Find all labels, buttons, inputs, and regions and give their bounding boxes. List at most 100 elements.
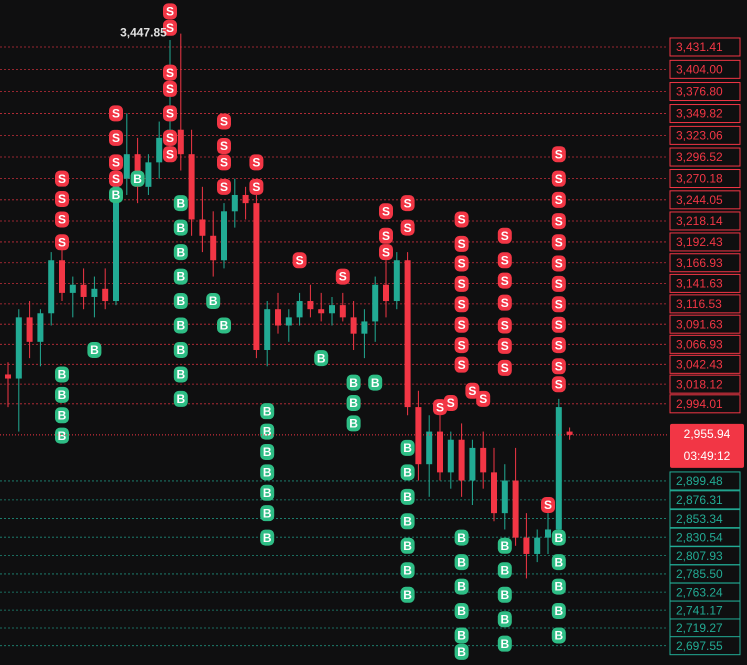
- candle-body: [383, 284, 389, 302]
- signal-marker: [249, 154, 264, 171]
- signal-label: S: [479, 392, 487, 406]
- candle-body: [145, 162, 152, 187]
- signal-label: B: [403, 563, 412, 577]
- signal-marker: [55, 191, 69, 208]
- signal-label: B: [554, 555, 563, 569]
- signal-marker: [260, 529, 275, 546]
- candle-body: [253, 203, 260, 350]
- candle-body: [372, 284, 379, 322]
- signal-marker: [314, 350, 329, 367]
- candle-body: [80, 284, 87, 297]
- signal-marker: [454, 554, 469, 571]
- signal-label: S: [220, 180, 228, 194]
- candle-body: [221, 211, 227, 261]
- candle-body: [555, 407, 562, 530]
- signal-marker: [346, 395, 361, 412]
- level-label: 3,116.53: [676, 297, 722, 311]
- signals: SSSSSSSSSSSSSSSSSSSSSSSSSSSSSSSSSSSSSSSS…: [55, 3, 566, 660]
- signal-marker: [400, 562, 415, 579]
- signal-marker: [551, 529, 566, 546]
- level-label: 3,404.00: [676, 63, 723, 77]
- signal-label: B: [112, 188, 121, 202]
- signal-marker: [163, 3, 177, 20]
- level-label: 2,763.24: [676, 585, 723, 599]
- level-label: 3,431.41: [676, 40, 723, 54]
- signal-marker: [130, 170, 145, 187]
- signal-label: B: [457, 645, 466, 659]
- signal-marker: [173, 195, 188, 212]
- candle-body: [501, 480, 508, 514]
- signal-marker: [497, 252, 512, 269]
- signal-label: B: [176, 343, 185, 357]
- level-label-box: [669, 59, 741, 79]
- signal-marker: [368, 374, 383, 391]
- signal-label: B: [349, 396, 358, 410]
- level-label: 3,042.43: [676, 357, 723, 371]
- signal-marker: [249, 178, 264, 195]
- candle-body: [123, 154, 130, 179]
- signal-label: S: [112, 131, 120, 145]
- level-label-box: [669, 509, 741, 529]
- max-price-label: 3,447.85: [120, 26, 167, 40]
- signal-marker: [454, 255, 469, 272]
- signal-marker: [400, 537, 415, 554]
- signal-marker: [163, 146, 177, 163]
- candle-body: [318, 309, 325, 314]
- signal-label: B: [176, 196, 185, 210]
- signal-marker: [217, 154, 231, 171]
- signal-label: B: [176, 221, 185, 235]
- signal-marker: [551, 146, 566, 163]
- candle-body: [210, 235, 217, 261]
- signal-label: S: [555, 297, 563, 311]
- signal-label: S: [112, 156, 120, 170]
- signal-label: S: [458, 318, 466, 332]
- signal-label: S: [58, 192, 66, 206]
- level-label: 2,741.17: [676, 603, 723, 617]
- signal-marker: [541, 496, 555, 513]
- signal-marker: [454, 627, 469, 644]
- signal-marker: [443, 395, 458, 412]
- signal-marker: [346, 415, 361, 432]
- signal-label: S: [58, 235, 66, 249]
- signal-label: S: [220, 156, 228, 170]
- signal-label: B: [554, 580, 563, 594]
- signal-marker: [109, 105, 123, 122]
- signal-marker: [497, 337, 512, 354]
- candle-body: [242, 194, 249, 204]
- signal-label: B: [403, 588, 412, 602]
- signal-marker: [400, 513, 415, 530]
- signal-marker: [206, 293, 221, 310]
- signal-label: S: [166, 5, 174, 19]
- signal-marker: [260, 423, 275, 440]
- signal-marker: [217, 317, 231, 334]
- signal-marker: [454, 316, 469, 333]
- level-label: 3,296.52: [676, 150, 723, 164]
- signal-label: B: [403, 539, 412, 553]
- candle-body: [296, 301, 303, 318]
- signal-marker: [454, 578, 469, 595]
- level-label: 2,876.31: [676, 493, 723, 507]
- signal-label: S: [220, 115, 228, 129]
- signal-marker: [163, 105, 177, 122]
- signal-label: S: [458, 358, 466, 372]
- level-label-box: [669, 253, 741, 273]
- candle-body: [134, 154, 141, 187]
- signal-marker: [454, 643, 469, 660]
- signal-label: S: [252, 180, 260, 194]
- signal-marker: [497, 537, 512, 554]
- signal-marker: [497, 635, 512, 652]
- candle-body: [393, 260, 400, 302]
- signal-label: S: [166, 131, 174, 145]
- signal-marker: [551, 275, 566, 292]
- signal-marker: [173, 341, 188, 358]
- level-label-box: [669, 636, 741, 656]
- signal-marker: [497, 227, 512, 244]
- signal-marker: [497, 586, 512, 603]
- signal-label: B: [263, 486, 272, 500]
- signal-label: S: [555, 172, 563, 186]
- signal-marker: [292, 252, 307, 269]
- signal-label: S: [458, 213, 466, 227]
- signal-marker: [454, 603, 469, 620]
